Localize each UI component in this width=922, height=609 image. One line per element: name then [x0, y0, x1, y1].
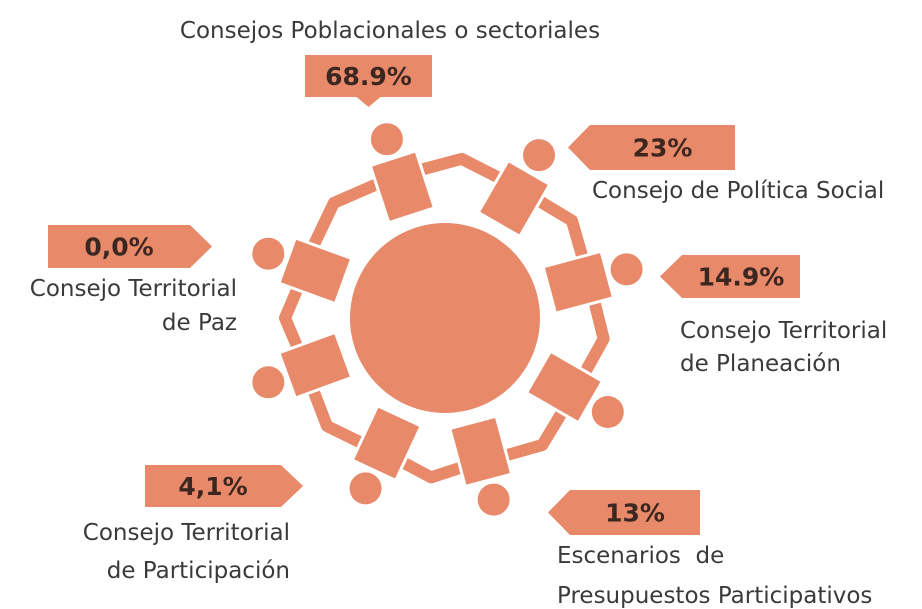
value-text: 14.9%: [698, 263, 785, 292]
value-text: 0,0%: [84, 233, 153, 262]
label-text: Escenarios de: [557, 543, 724, 569]
person-body: [277, 236, 354, 306]
value-text: 68.9%: [325, 62, 412, 91]
person-head: [252, 237, 285, 270]
center-circle: [350, 223, 540, 413]
person-body: [447, 414, 514, 489]
person-body: [476, 158, 552, 239]
label-text: de Paz: [162, 310, 237, 336]
person-head: [252, 366, 285, 399]
label-text: de Participación: [107, 558, 290, 584]
label-text: Consejo de Política Social: [592, 178, 884, 204]
label-text: Consejo Territorial: [83, 520, 290, 546]
arm: [395, 455, 470, 484]
arm: [578, 293, 610, 381]
person-body: [350, 403, 424, 483]
value-text: 13%: [605, 499, 665, 528]
value-banner: [660, 255, 800, 298]
value-banner: [548, 490, 700, 535]
label-text: Consejo Territorial: [30, 276, 237, 302]
value-text: 4,1%: [178, 472, 247, 501]
person-head: [349, 472, 382, 505]
person-body: [524, 349, 605, 425]
people-ring: [252, 123, 643, 516]
label-text: de Planeación: [680, 351, 841, 377]
value-banner: [568, 125, 735, 170]
person-body: [277, 330, 354, 400]
person-head: [591, 396, 624, 428]
arm: [412, 152, 508, 185]
value-text: 23%: [633, 134, 693, 163]
person-body: [368, 148, 437, 225]
label-text: Presupuestos Participativos: [557, 583, 872, 609]
value-banner: [145, 465, 303, 507]
arm: [306, 177, 386, 254]
labels: 68.9% Consejos Poblacionales o sectoriale…: [30, 18, 887, 609]
value-banner: [48, 225, 212, 268]
value-banner: [305, 55, 432, 107]
arm: [306, 382, 370, 450]
label-text: Consejo Territorial: [680, 318, 887, 344]
person-head: [477, 483, 510, 516]
person-head: [370, 123, 403, 156]
label-text: Consejos Poblacionales o sectoriales: [180, 18, 600, 44]
arm: [497, 404, 570, 463]
person-body: [541, 249, 616, 316]
person-head: [610, 253, 643, 286]
arm: [531, 193, 590, 266]
person-head: [523, 139, 555, 172]
arm: [279, 280, 305, 356]
